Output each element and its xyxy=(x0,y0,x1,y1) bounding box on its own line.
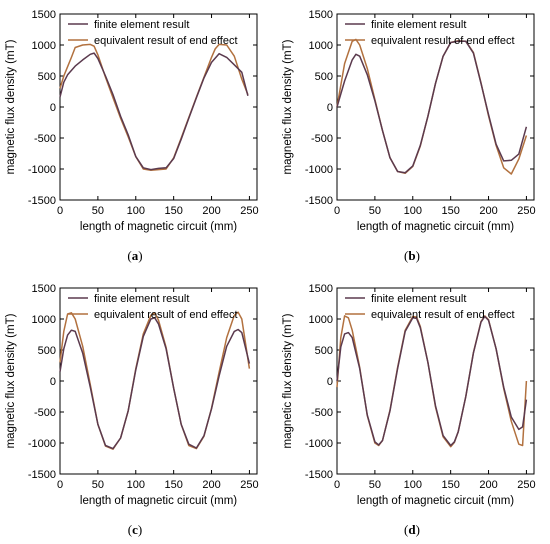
chart-panel-b: -1500 -1000 -500 0 500 1000 1500 0 50 100 150 200 25… xyxy=(282,9,536,263)
legend-label-finite-element: finite element result xyxy=(94,293,189,305)
y-axis-label: magnetic flux density (mT) xyxy=(5,313,17,448)
y-tick-label: 500 xyxy=(38,71,56,83)
y-tick-label: -500 xyxy=(311,133,333,145)
y-tick-label: 0 xyxy=(50,376,56,388)
y-tick-label: 1500 xyxy=(309,9,333,21)
x-axis-label: length of magnetic circuit (mm) xyxy=(80,221,237,233)
x-tick-label: 150 xyxy=(441,479,459,491)
legend-label-equivalent: equivalent result of end effect xyxy=(94,309,238,321)
series-finite-element-line xyxy=(59,52,249,171)
y-tick-label: -1500 xyxy=(305,195,333,207)
legend: finite element result equivalent result o… xyxy=(68,19,238,47)
y-axis-label: magnetic flux density (mT) xyxy=(282,39,294,174)
y-tick-label: 0 xyxy=(50,102,56,114)
y-tick-label: 1500 xyxy=(309,283,333,295)
y-tick-label: -1500 xyxy=(305,469,333,481)
legend-label-finite-element: finite element result xyxy=(371,19,466,31)
x-tick-label: 250 xyxy=(517,479,535,491)
x-tick-label: 0 xyxy=(334,479,340,491)
x-tick-label: 150 xyxy=(164,479,182,491)
y-axis-label: magnetic flux density (mT) xyxy=(282,313,294,448)
x-axis-label: length of magnetic circuit (mm) xyxy=(80,495,237,507)
x-tick-label: 100 xyxy=(127,479,145,491)
x-tick-label: 250 xyxy=(240,479,258,491)
panel-caption: (c) xyxy=(128,522,142,537)
y-tick-label: 1000 xyxy=(32,314,56,326)
legend-label-equivalent: equivalent result of end effect xyxy=(94,35,238,47)
series-equivalent-line xyxy=(59,43,249,171)
y-tick-label: -1000 xyxy=(28,164,56,176)
legend: finite element result equivalent result o… xyxy=(345,19,515,47)
chart-panel-a: -1500 -1000 -500 0 500 1000 1500 0 50 100 150 200 25… xyxy=(5,9,259,263)
series-finite-element-line xyxy=(59,317,251,450)
x-tick-label: 250 xyxy=(517,205,535,217)
series-equivalent-line xyxy=(59,311,251,450)
y-tick-label: -1000 xyxy=(28,438,56,450)
y-tick-label: 0 xyxy=(327,376,333,388)
y-tick-label: -500 xyxy=(311,407,333,419)
x-tick-label: 100 xyxy=(404,205,422,217)
y-tick-label: 1000 xyxy=(309,40,333,52)
legend-label-finite-element: finite element result xyxy=(94,19,189,31)
y-tick-label: 500 xyxy=(315,345,333,357)
y-tick-label: -1500 xyxy=(28,469,56,481)
legend-label-finite-element: finite element result xyxy=(371,293,466,305)
panel-caption: (d) xyxy=(404,522,420,537)
x-tick-label: 50 xyxy=(369,205,381,217)
legend-label-equivalent: equivalent result of end effect xyxy=(371,35,515,47)
y-tick-label: -1500 xyxy=(28,195,56,207)
legend: finite element result equivalent result o… xyxy=(345,293,515,321)
chart-panel-c: -1500 -1000 -500 0 500 1000 1500 0 50 100 150 200 25… xyxy=(5,283,259,537)
y-axis-label: magnetic flux density (mT) xyxy=(5,39,17,174)
y-tick-label: 1500 xyxy=(32,9,56,21)
x-tick-label: 200 xyxy=(479,479,497,491)
y-tick-label: 1000 xyxy=(32,40,56,52)
legend: finite element result equivalent result o… xyxy=(68,293,238,321)
x-tick-label: 50 xyxy=(369,479,381,491)
y-tick-label: -500 xyxy=(34,407,56,419)
x-tick-label: 50 xyxy=(92,205,104,217)
x-tick-label: 200 xyxy=(202,205,220,217)
x-axis-label: length of magnetic circuit (mm) xyxy=(357,495,514,507)
y-tick-label: -1000 xyxy=(305,164,333,176)
y-tick-label: 500 xyxy=(38,345,56,357)
x-tick-label: 200 xyxy=(202,479,220,491)
x-tick-label: 0 xyxy=(334,205,340,217)
y-tick-label: 1500 xyxy=(32,283,56,295)
x-tick-label: 150 xyxy=(164,205,182,217)
y-tick-label: 1000 xyxy=(309,314,333,326)
y-tick-label: 500 xyxy=(315,71,333,83)
x-tick-label: 150 xyxy=(441,205,459,217)
x-tick-label: 0 xyxy=(57,479,63,491)
panel-caption: (a) xyxy=(127,248,142,263)
series-finite-element-line xyxy=(336,315,528,447)
x-tick-label: 0 xyxy=(57,205,63,217)
y-tick-label: -500 xyxy=(34,133,56,145)
series-finite-element-line xyxy=(336,40,528,174)
x-tick-label: 100 xyxy=(404,479,422,491)
series-equivalent-line xyxy=(336,38,528,175)
legend-label-equivalent: equivalent result of end effect xyxy=(371,309,515,321)
y-tick-label: -1000 xyxy=(305,438,333,450)
x-tick-label: 50 xyxy=(92,479,104,491)
y-tick-label: 0 xyxy=(327,102,333,114)
x-axis-label: length of magnetic circuit (mm) xyxy=(357,221,514,233)
chart-panel-d: -1500 -1000 -500 0 500 1000 1500 0 50 100 150 200 25… xyxy=(282,283,536,537)
x-tick-label: 100 xyxy=(127,205,145,217)
x-tick-label: 200 xyxy=(479,205,497,217)
panel-caption: (b) xyxy=(404,248,420,263)
x-tick-label: 250 xyxy=(240,205,258,217)
